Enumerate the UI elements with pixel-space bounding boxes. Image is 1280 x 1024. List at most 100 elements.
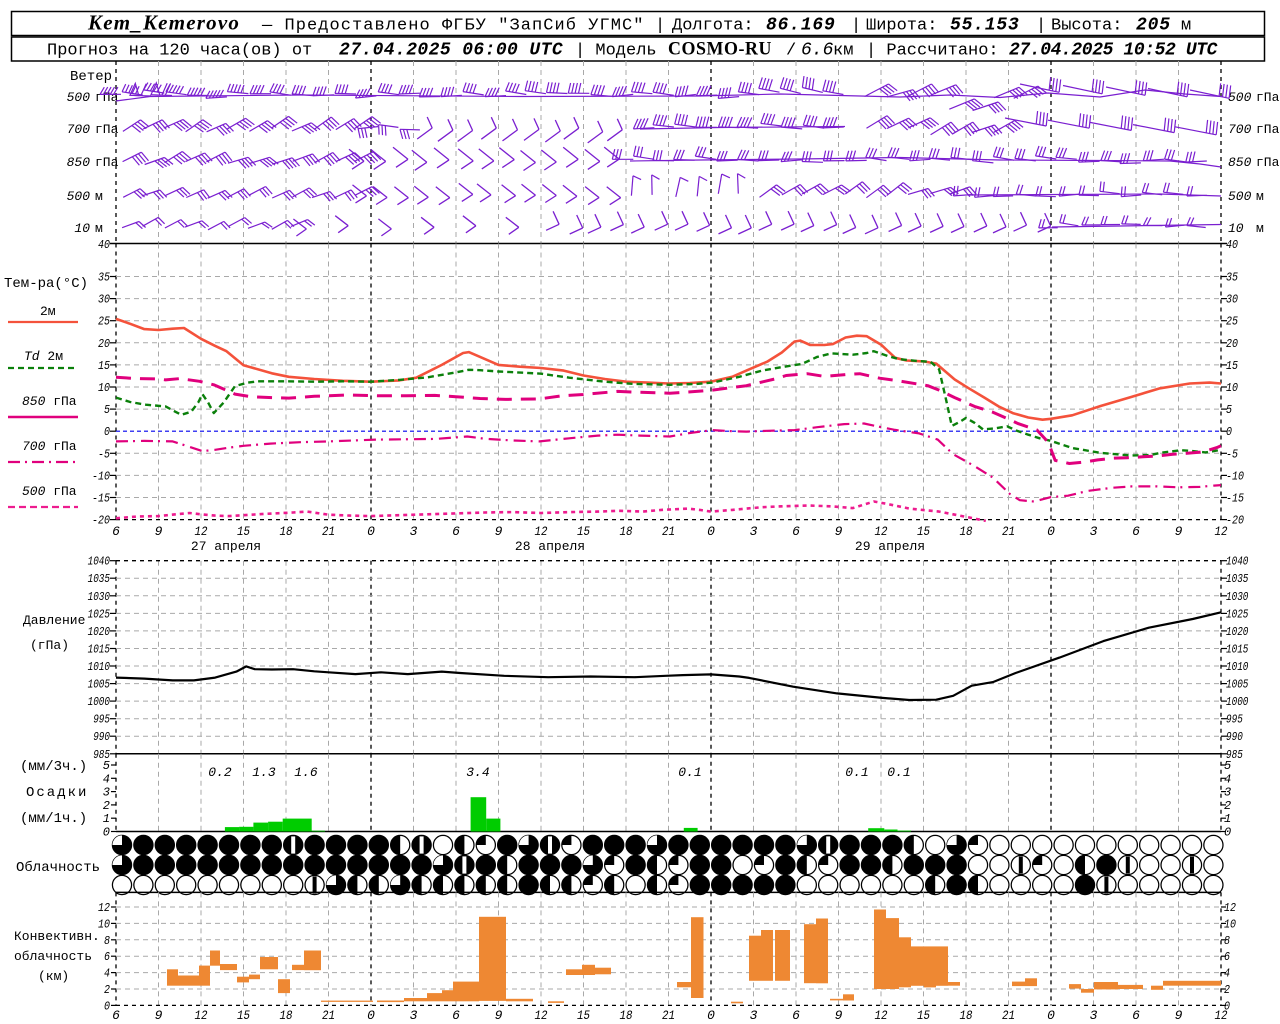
svg-text:4: 4 — [103, 772, 110, 786]
svg-text:10: 10 — [1228, 221, 1244, 236]
svg-text:км: км — [833, 42, 853, 61]
svg-text:25: 25 — [98, 315, 110, 329]
svg-text:6: 6 — [792, 524, 800, 539]
svg-text:500: 500 — [67, 90, 91, 105]
svg-text:0: 0 — [707, 1008, 715, 1023]
svg-text:1030: 1030 — [88, 590, 110, 604]
svg-text:1040: 1040 — [1226, 555, 1248, 569]
svg-text:6: 6 — [112, 1008, 120, 1023]
svg-text:15: 15 — [1226, 359, 1238, 373]
svg-text:29 апреля: 29 апреля — [855, 539, 925, 554]
svg-text:0.2: 0.2 — [208, 765, 232, 780]
svg-text:9: 9 — [1175, 1008, 1183, 1023]
svg-text:86.169: 86.169 — [766, 16, 836, 36]
svg-text:1000: 1000 — [88, 695, 110, 709]
svg-text:28 апреля: 28 апреля — [515, 539, 585, 554]
svg-text:6: 6 — [1132, 524, 1140, 539]
svg-text:-20: -20 — [1226, 514, 1244, 528]
svg-text:| Модель: | Модель — [575, 42, 657, 61]
svg-text:12: 12 — [875, 524, 888, 539]
svg-text:12: 12 — [1215, 1008, 1228, 1023]
svg-text:1020: 1020 — [88, 625, 110, 639]
svg-text:8: 8 — [1224, 934, 1230, 948]
svg-text:21: 21 — [662, 524, 675, 539]
svg-text:1025: 1025 — [88, 607, 110, 621]
svg-text:гПа: гПа — [1256, 90, 1280, 105]
svg-text:|: | — [851, 17, 861, 36]
svg-text:990: 990 — [93, 730, 110, 744]
svg-text:0: 0 — [1224, 999, 1230, 1013]
svg-text:12: 12 — [195, 1008, 208, 1023]
svg-text:0.1: 0.1 — [887, 765, 910, 780]
svg-text:-15: -15 — [92, 492, 110, 506]
svg-text:18: 18 — [620, 524, 633, 539]
svg-text:0: 0 — [707, 524, 715, 539]
svg-text:850: 850 — [1228, 155, 1252, 170]
svg-text:8: 8 — [104, 934, 110, 948]
svg-text:10: 10 — [98, 917, 110, 931]
svg-text:9: 9 — [835, 524, 843, 539]
svg-text:9: 9 — [495, 1008, 503, 1023]
svg-text:3: 3 — [103, 786, 110, 800]
svg-text:21: 21 — [662, 1008, 675, 1023]
svg-text:1030: 1030 — [1226, 590, 1248, 604]
svg-text:4: 4 — [1224, 967, 1230, 981]
svg-text:18: 18 — [620, 1008, 633, 1023]
svg-text:0: 0 — [367, 524, 375, 539]
svg-text:27.04.2025 06:00 UTC: 27.04.2025 06:00 UTC — [339, 41, 563, 61]
svg-text:| Рассчитано:: | Рассчитано: — [866, 42, 999, 61]
svg-text:40: 40 — [98, 238, 110, 252]
svg-text:30: 30 — [98, 293, 110, 307]
svg-text:1.3: 1.3 — [252, 765, 276, 780]
svg-text:(мм/1ч.): (мм/1ч.) — [20, 811, 87, 827]
svg-text:9: 9 — [155, 1008, 163, 1023]
svg-text:(гПа): (гПа) — [30, 638, 69, 653]
svg-text:0: 0 — [367, 1008, 375, 1023]
svg-text:1035: 1035 — [88, 572, 110, 586]
svg-text:3.4: 3.4 — [466, 765, 490, 780]
svg-text:9: 9 — [835, 1008, 843, 1023]
svg-text:0: 0 — [1047, 524, 1055, 539]
svg-text:4: 4 — [1224, 772, 1231, 786]
svg-text:гПа: гПа — [95, 122, 119, 137]
svg-text:Давление: Давление — [23, 613, 85, 628]
svg-text:1010: 1010 — [88, 660, 110, 674]
svg-text:25: 25 — [1226, 315, 1238, 329]
svg-text:1025: 1025 — [1226, 607, 1248, 621]
svg-text:5: 5 — [103, 759, 110, 773]
svg-text:850: 850 — [67, 155, 91, 170]
svg-text:21: 21 — [322, 524, 335, 539]
svg-text:0: 0 — [104, 425, 110, 439]
svg-text:35: 35 — [98, 271, 110, 285]
svg-text:/: / — [786, 42, 796, 61]
svg-text:18: 18 — [960, 1008, 973, 1023]
svg-text:-15: -15 — [1226, 492, 1244, 506]
svg-text:995: 995 — [1226, 713, 1243, 727]
svg-text:27 апреля: 27 апреля — [191, 539, 261, 554]
svg-text:Облачность: Облачность — [16, 859, 100, 876]
svg-text:6: 6 — [1132, 1008, 1140, 1023]
svg-text:5: 5 — [1226, 403, 1232, 417]
svg-text:500: 500 — [1228, 189, 1252, 204]
svg-text:12: 12 — [195, 524, 208, 539]
svg-text:500 гПа: 500 гПа — [22, 484, 77, 499]
svg-text:9: 9 — [495, 524, 503, 539]
svg-text:-10: -10 — [92, 469, 110, 483]
svg-text:6: 6 — [452, 1008, 460, 1023]
svg-text:850 гПа: 850 гПа — [22, 394, 77, 409]
svg-text:21: 21 — [1002, 524, 1015, 539]
svg-text:30: 30 — [1226, 293, 1238, 307]
svg-text:12: 12 — [98, 901, 110, 915]
svg-text:4: 4 — [104, 967, 110, 981]
svg-text:м: м — [95, 189, 103, 204]
svg-text:21: 21 — [322, 1008, 335, 1023]
svg-text:0: 0 — [103, 826, 110, 840]
svg-text:990: 990 — [1226, 730, 1243, 744]
svg-text:1005: 1005 — [1226, 678, 1248, 692]
svg-text:Широта:: Широта: — [866, 17, 937, 36]
svg-text:35: 35 — [1226, 271, 1238, 285]
svg-text:6: 6 — [792, 1008, 800, 1023]
svg-text:-5: -5 — [1226, 447, 1238, 461]
svg-text:18: 18 — [960, 524, 973, 539]
svg-text:Td 2м: Td 2м — [24, 349, 63, 364]
